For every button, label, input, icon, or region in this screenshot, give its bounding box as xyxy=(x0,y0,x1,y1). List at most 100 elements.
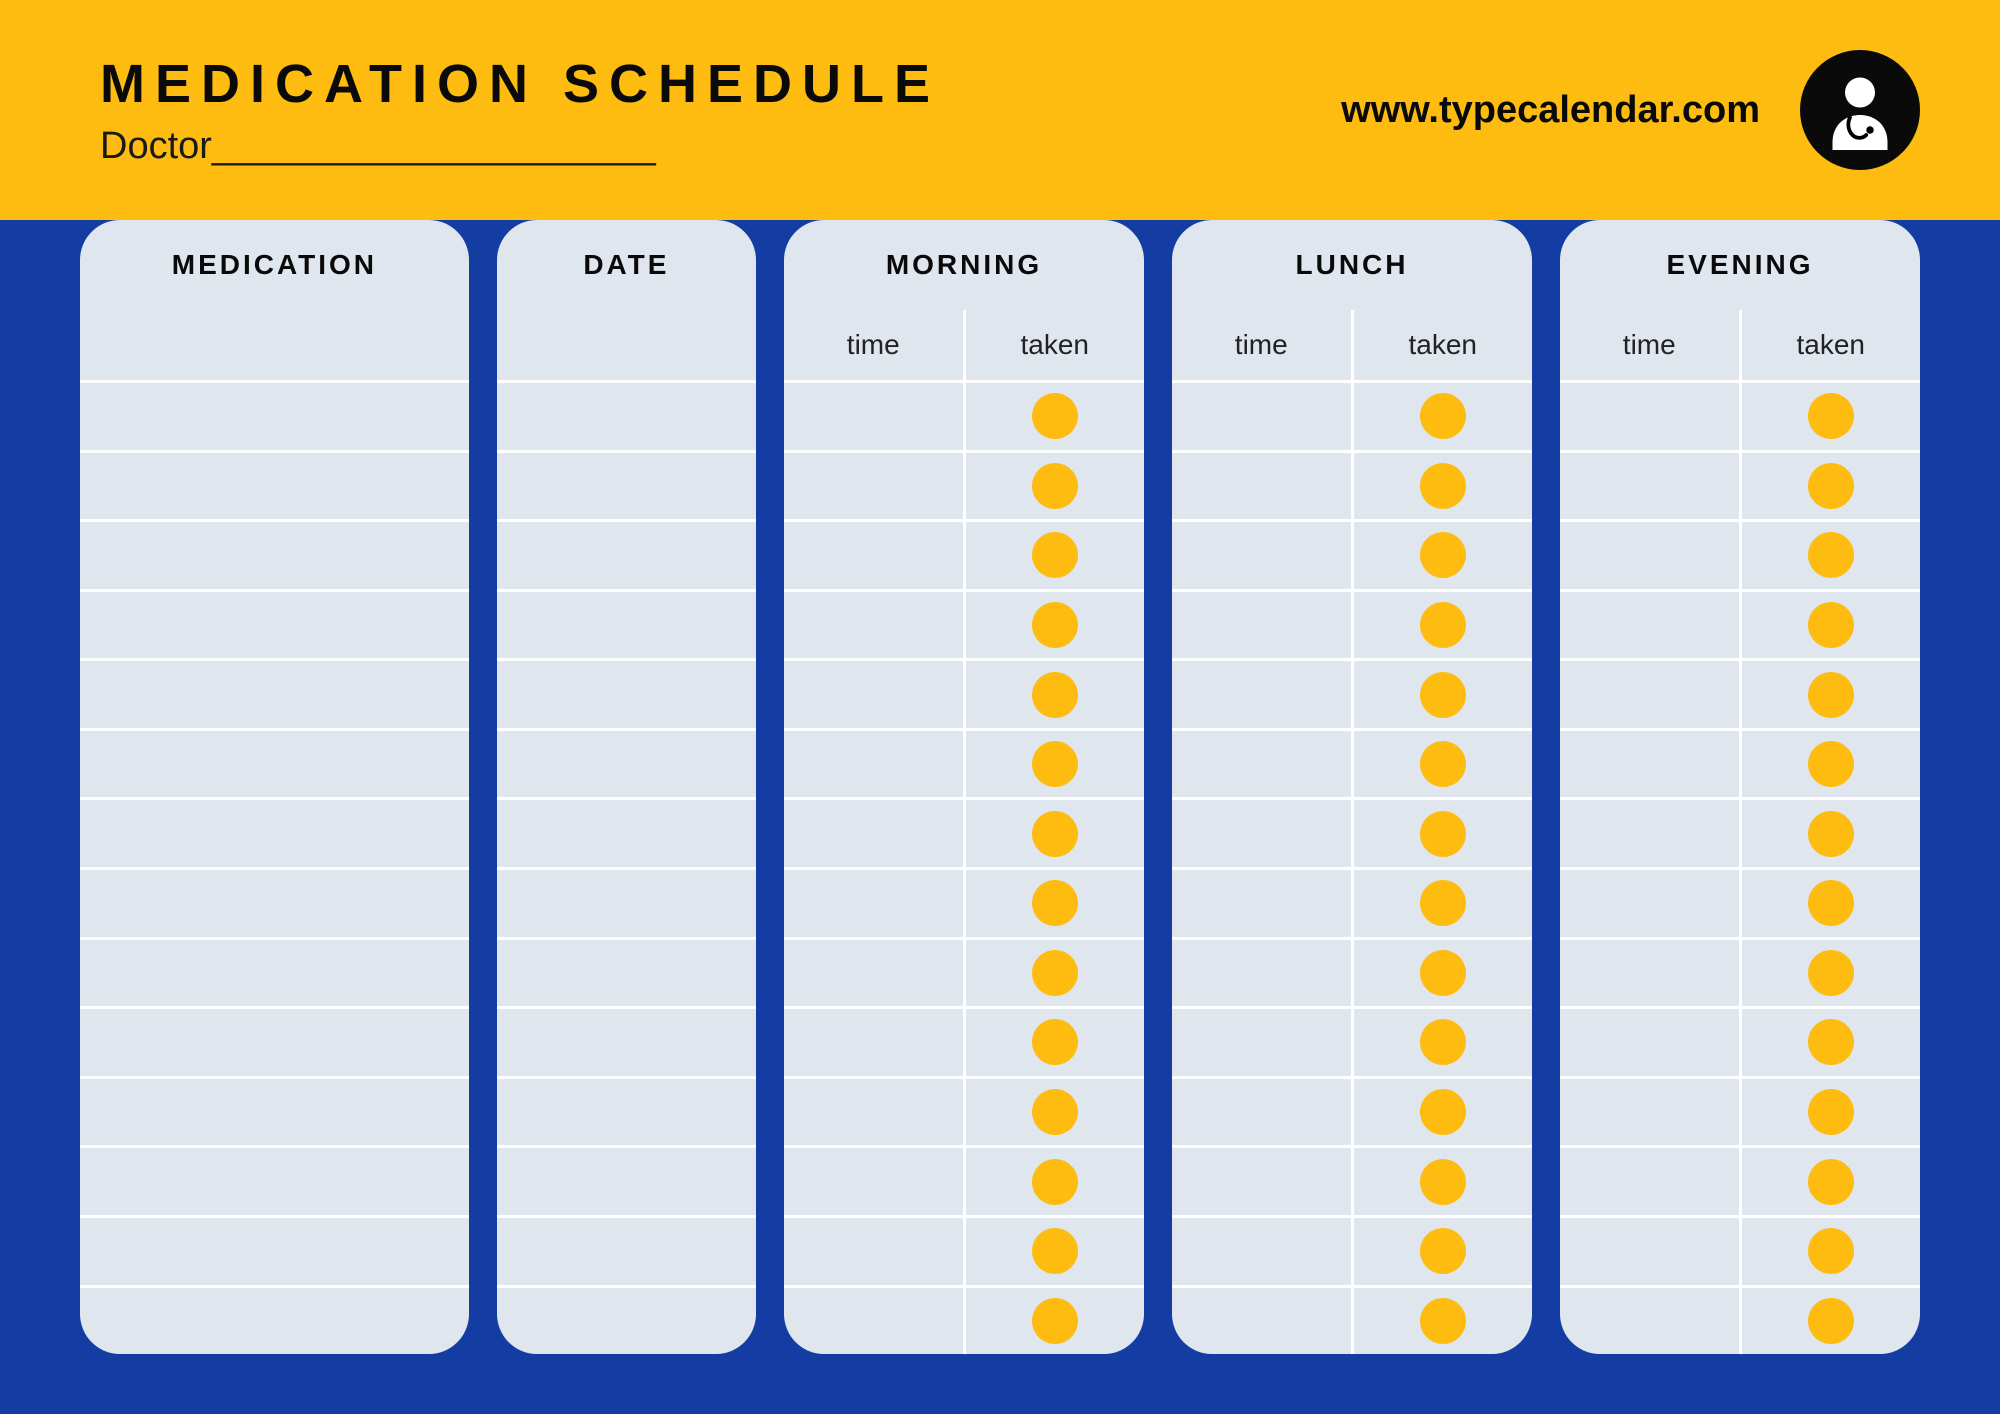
taken-cell[interactable] xyxy=(963,383,1145,450)
taken-cell[interactable] xyxy=(1351,522,1533,589)
taken-cell[interactable] xyxy=(1351,870,1533,937)
time-cell[interactable] xyxy=(1560,592,1739,659)
time-cell[interactable] xyxy=(1172,453,1351,520)
table-row[interactable] xyxy=(80,867,469,937)
time-cell[interactable] xyxy=(1172,383,1351,450)
time-cell[interactable] xyxy=(1172,1079,1351,1146)
time-cell[interactable] xyxy=(784,1218,963,1285)
time-cell[interactable] xyxy=(1172,1218,1351,1285)
taken-cell[interactable] xyxy=(1351,1218,1533,1285)
doctor-field-label[interactable]: Doctor_____________________ xyxy=(100,125,1341,168)
table-row[interactable] xyxy=(497,797,756,867)
taken-cell[interactable] xyxy=(1739,940,1921,1007)
table-row[interactable] xyxy=(497,519,756,589)
taken-cell[interactable] xyxy=(963,940,1145,1007)
time-cell[interactable] xyxy=(784,800,963,867)
time-cell[interactable] xyxy=(1172,661,1351,728)
taken-cell[interactable] xyxy=(1739,1148,1921,1215)
taken-cell[interactable] xyxy=(963,1218,1145,1285)
time-cell[interactable] xyxy=(1172,592,1351,659)
table-row[interactable] xyxy=(497,1006,756,1076)
table-row[interactable] xyxy=(80,797,469,867)
taken-cell[interactable] xyxy=(963,661,1145,728)
time-cell[interactable] xyxy=(784,592,963,659)
time-cell[interactable] xyxy=(784,453,963,520)
time-cell[interactable] xyxy=(1172,1009,1351,1076)
taken-cell[interactable] xyxy=(1739,1288,1921,1354)
time-cell[interactable] xyxy=(1560,1079,1739,1146)
table-row[interactable] xyxy=(497,937,756,1007)
time-cell[interactable] xyxy=(1172,731,1351,798)
table-row[interactable] xyxy=(497,658,756,728)
taken-cell[interactable] xyxy=(963,1288,1145,1354)
taken-cell[interactable] xyxy=(1351,1288,1533,1354)
time-cell[interactable] xyxy=(1172,940,1351,1007)
table-row[interactable] xyxy=(80,1285,469,1354)
taken-cell[interactable] xyxy=(963,1079,1145,1146)
table-row[interactable] xyxy=(80,728,469,798)
taken-cell[interactable] xyxy=(1351,1079,1533,1146)
table-row[interactable] xyxy=(497,867,756,937)
taken-cell[interactable] xyxy=(963,1009,1145,1076)
taken-cell[interactable] xyxy=(1739,661,1921,728)
taken-cell[interactable] xyxy=(1351,592,1533,659)
time-cell[interactable] xyxy=(1172,1148,1351,1215)
taken-cell[interactable] xyxy=(1351,800,1533,867)
table-row[interactable] xyxy=(497,589,756,659)
time-cell[interactable] xyxy=(1560,800,1739,867)
table-row[interactable] xyxy=(80,1215,469,1285)
time-cell[interactable] xyxy=(784,940,963,1007)
time-cell[interactable] xyxy=(1560,1218,1739,1285)
time-cell[interactable] xyxy=(1172,870,1351,937)
taken-cell[interactable] xyxy=(1351,1009,1533,1076)
taken-cell[interactable] xyxy=(1739,800,1921,867)
taken-cell[interactable] xyxy=(1351,940,1533,1007)
time-cell[interactable] xyxy=(1560,1288,1739,1354)
table-row[interactable] xyxy=(80,658,469,728)
time-cell[interactable] xyxy=(1172,522,1351,589)
taken-cell[interactable] xyxy=(963,1148,1145,1215)
time-cell[interactable] xyxy=(1560,731,1739,798)
taken-cell[interactable] xyxy=(1739,383,1921,450)
time-cell[interactable] xyxy=(1560,870,1739,937)
taken-cell[interactable] xyxy=(1739,1218,1921,1285)
time-cell[interactable] xyxy=(784,1148,963,1215)
time-cell[interactable] xyxy=(1560,383,1739,450)
taken-cell[interactable] xyxy=(963,870,1145,937)
time-cell[interactable] xyxy=(1560,661,1739,728)
table-row[interactable] xyxy=(497,1285,756,1354)
table-row[interactable] xyxy=(497,1215,756,1285)
time-cell[interactable] xyxy=(1560,940,1739,1007)
taken-cell[interactable] xyxy=(1351,383,1533,450)
time-cell[interactable] xyxy=(784,870,963,937)
taken-cell[interactable] xyxy=(963,731,1145,798)
taken-cell[interactable] xyxy=(1739,1009,1921,1076)
table-row[interactable] xyxy=(497,450,756,520)
taken-cell[interactable] xyxy=(1739,592,1921,659)
taken-cell[interactable] xyxy=(1739,870,1921,937)
table-row[interactable] xyxy=(80,1145,469,1215)
time-cell[interactable] xyxy=(784,1079,963,1146)
taken-cell[interactable] xyxy=(1739,453,1921,520)
taken-cell[interactable] xyxy=(1739,1079,1921,1146)
table-row[interactable] xyxy=(497,380,756,450)
table-row[interactable] xyxy=(80,1006,469,1076)
taken-cell[interactable] xyxy=(1739,731,1921,798)
time-cell[interactable] xyxy=(1172,800,1351,867)
time-cell[interactable] xyxy=(1560,1148,1739,1215)
time-cell[interactable] xyxy=(784,1288,963,1354)
table-row[interactable] xyxy=(497,1145,756,1215)
taken-cell[interactable] xyxy=(963,592,1145,659)
table-row[interactable] xyxy=(80,519,469,589)
time-cell[interactable] xyxy=(1560,453,1739,520)
table-row[interactable] xyxy=(497,1076,756,1146)
table-row[interactable] xyxy=(497,728,756,798)
table-row[interactable] xyxy=(80,589,469,659)
table-row[interactable] xyxy=(80,1076,469,1146)
table-row[interactable] xyxy=(80,450,469,520)
taken-cell[interactable] xyxy=(1351,731,1533,798)
time-cell[interactable] xyxy=(1560,522,1739,589)
taken-cell[interactable] xyxy=(1739,522,1921,589)
taken-cell[interactable] xyxy=(963,453,1145,520)
taken-cell[interactable] xyxy=(963,522,1145,589)
